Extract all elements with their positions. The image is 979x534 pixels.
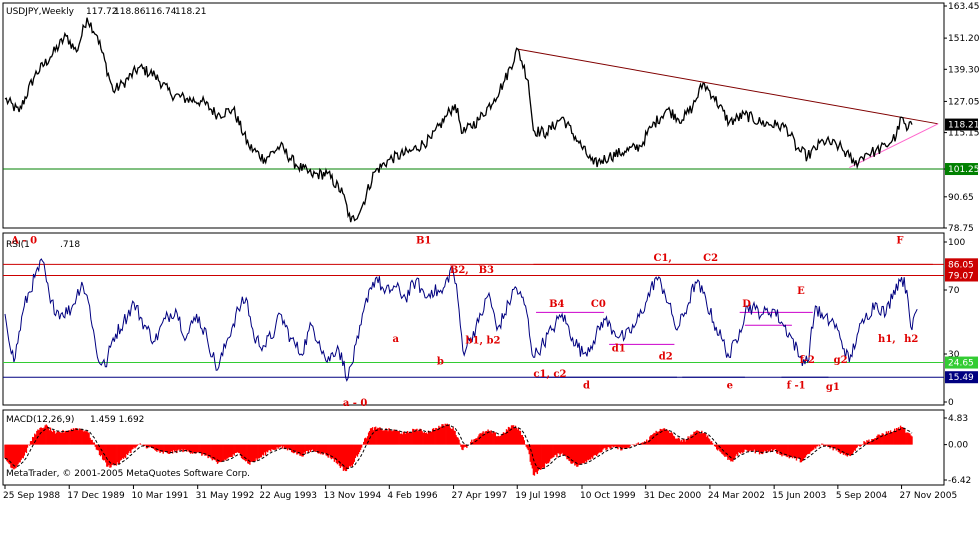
x-tick-label-7: 27 Apr 1997 [452, 491, 508, 501]
rsi-tick-label-0: 100 [948, 238, 965, 248]
rsi-header-value: .718 [60, 240, 80, 250]
x-tick-label-10: 31 Dec 2000 [644, 491, 702, 501]
wave-label-19: f -1 [787, 380, 806, 391]
ohlc-close: 118.21 [175, 7, 207, 17]
current-price-label-box [945, 118, 978, 131]
wave-label-1: B1 [416, 236, 431, 247]
rsi-level-label-1-box [945, 269, 978, 282]
ohlc-low: 116.74 [145, 7, 177, 17]
wave-label-7: B4 [549, 299, 564, 310]
wave-label-16: d1 [612, 344, 626, 355]
wave-label-13: b1, b2 [466, 336, 501, 347]
wave-label-10: E [797, 286, 805, 297]
macd-tick-label-2: -6.42 [948, 476, 971, 486]
price-tick-label-3: 127.05 [948, 97, 979, 107]
rsi-level-label-2: 24.65 [948, 359, 974, 369]
rsi-header: RSI(1 [6, 240, 30, 250]
price-series-line [4, 17, 913, 223]
rsi-panel[interactable] [2, 232, 945, 406]
x-tick-label-13: 5 Sep 2004 [836, 491, 888, 501]
macd-header: MACD(12,26,9) [6, 415, 74, 425]
support-price-label: 101.25 [948, 165, 979, 175]
x-tick-label-5: 13 Nov 1994 [324, 491, 382, 501]
wave-label-15: d [583, 380, 590, 391]
macd-header-values: 1.459 1.692 [90, 415, 144, 425]
macd-signal-line [4, 424, 913, 470]
x-tick-label-2: 10 Mar 1991 [131, 491, 188, 501]
rsi-level-label-3: 15.49 [948, 373, 974, 383]
wave-label-18: e [727, 380, 733, 391]
price-tick-label-7: 78.75 [948, 224, 974, 234]
rsi-tick-label-1: 70 [948, 286, 960, 296]
rsi-tick-label-3: 0 [948, 398, 954, 408]
wave-label-21: g1 [826, 382, 840, 393]
rsi-level-label-0-box [945, 258, 978, 271]
x-tick-label-0: 25 Sep 1988 [3, 491, 60, 501]
x-tick-label-8: 19 Jul 1998 [515, 491, 566, 501]
ohlc-high: 118.86 [114, 7, 146, 17]
rsi-level-label-2-box [945, 356, 978, 369]
wave-label-12: b [437, 356, 444, 367]
wave-label-23: h1, [878, 334, 896, 345]
rsi-level-label-1: 79.07 [948, 271, 974, 281]
wave-label-17: d2 [659, 352, 673, 363]
x-tick-label-12: 15 Jun 2003 [772, 491, 826, 501]
price-panel[interactable] [2, 2, 945, 229]
macd-tick-label-0: 4.83 [948, 414, 968, 424]
wave-label-9: D [742, 299, 751, 310]
x-tick-label-1: 17 Dec 1989 [67, 491, 125, 501]
wave-label-25: a - 0 [343, 398, 368, 409]
wave-label-24: h2 [904, 334, 918, 345]
wave-label-2: C1, [654, 253, 672, 264]
x-tick-label-4: 22 Aug 1993 [259, 491, 317, 501]
wave-label-22: g2 [834, 355, 848, 366]
price-tick-label-6: 90.65 [948, 193, 974, 203]
x-tick-label-6: 4 Feb 1996 [387, 491, 438, 501]
rsi-series-line [4, 258, 918, 382]
x-tick-label-3: 31 May 1992 [196, 491, 255, 501]
support-price-label-box [945, 163, 978, 176]
price-tick-label-0: 163.45 [948, 2, 979, 12]
wave-label-6: B3 [479, 265, 494, 276]
symbol-header: USDJPY,Weekly [6, 7, 75, 17]
wave-label-0: A - 0 [10, 236, 37, 247]
wave-label-11: a [392, 334, 399, 345]
descending-resistance-trendline [517, 48, 939, 125]
x-tick-label-11: 24 Mar 2002 [708, 491, 765, 501]
price-tick-label-1: 151.20 [948, 34, 979, 44]
copyright-text: MetaTrader, © 2001-2005 MetaQuotes Softw… [6, 469, 250, 479]
wave-label-14: c1, c2 [533, 369, 566, 380]
macd-tick-label-1: 0.00 [948, 441, 968, 451]
wave-label-3: C2 [703, 253, 718, 264]
ohlc-open: 117.72 [86, 7, 118, 17]
x-tick-label-9: 10 Oct 1999 [580, 491, 636, 501]
rsi-level-label-3-box [945, 371, 978, 384]
wave-label-8: C0 [591, 299, 606, 310]
wave-label-4: F [896, 236, 903, 247]
rsi-level-label-0: 86.05 [948, 260, 974, 270]
x-tick-label-14: 27 Nov 2005 [900, 491, 958, 501]
current-price-label: 118.21 [948, 121, 979, 131]
rsi-tick-label-2: 30 [948, 350, 960, 360]
price-tick-label-4: 115.15 [948, 129, 979, 139]
price-tick-label-2: 139.30 [948, 65, 979, 75]
wave-label-20: f-2 [800, 355, 815, 366]
wave-label-5: B2, [450, 265, 469, 276]
